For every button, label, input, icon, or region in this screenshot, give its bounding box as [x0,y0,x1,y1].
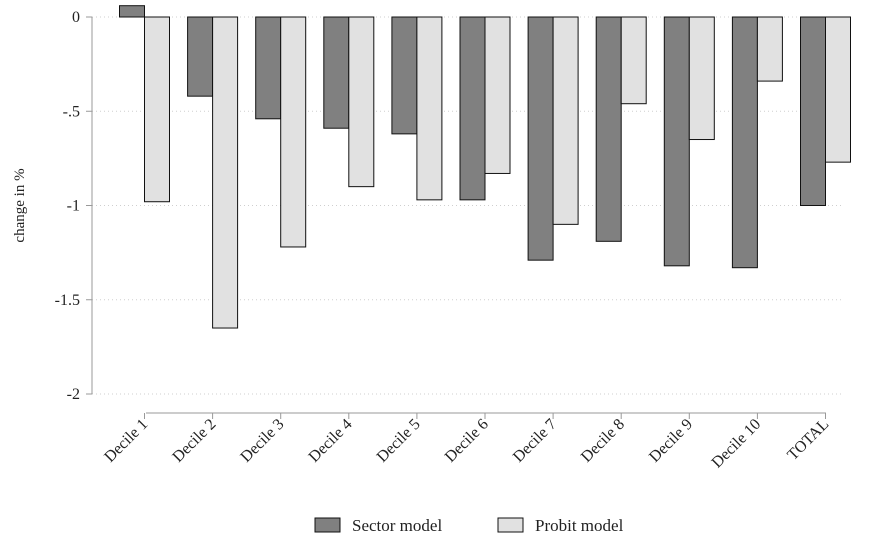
bar-probit [484,16,511,174]
y-tick-label: -2 [67,386,80,403]
bar-probit [144,16,170,203]
bar-probit [756,16,783,82]
bar-sector [527,16,554,261]
y-tick-label: 0 [72,9,80,26]
bar-probit [552,16,579,225]
bar-sector [731,16,758,269]
x-tick-label: TOTAL [784,416,832,464]
x-tick-label: Decile 4 [306,416,356,466]
bar-probit [348,16,375,188]
x-tick-label: Decile 8 [578,416,628,466]
bar-probit [688,16,715,141]
bar-probit [416,16,443,201]
bar-sector [595,16,622,242]
y-tick-label: -.5 [63,103,80,120]
x-tick-label: Decile 2 [169,416,219,466]
x-tick-label: Decile 10 [709,416,765,472]
bar-sector [255,16,282,120]
bar-probit [212,16,239,329]
bars [119,5,851,329]
x-tick-label: Decile 7 [510,416,560,466]
legend: Sector model Probit model [314,516,624,535]
y-tick-label: -1 [67,198,80,215]
legend-label: Sector model [352,516,442,535]
bar-sector [391,16,418,135]
bar-probit [620,16,647,105]
y-axis-title: change in % [12,168,28,242]
bar-sector [187,16,214,97]
y-axis: 0 -.5 -1 -1.5 -2 [55,9,93,403]
bar-sector [800,16,826,206]
bar-sector [459,16,486,201]
y-tick-label: -1.5 [55,292,80,309]
bar-sector [323,16,350,129]
bar-sector [119,5,145,18]
x-tick-label: Decile 6 [442,416,492,466]
bar-probit [280,16,307,248]
x-axis: Decile 1 Decile 2 Decile 3 Decile 4 Decile 5… [101,412,832,472]
x-tick-label: Decile 1 [101,416,151,466]
bar-sector [663,16,690,267]
x-tick-label: Decile 3 [238,416,288,466]
legend-swatch [314,517,341,533]
bar-probit [825,16,851,163]
x-tick-label: Decile 5 [374,416,424,466]
legend-swatch [497,517,524,533]
legend-label: Probit model [535,516,624,535]
x-tick-label: Decile 9 [646,416,696,466]
